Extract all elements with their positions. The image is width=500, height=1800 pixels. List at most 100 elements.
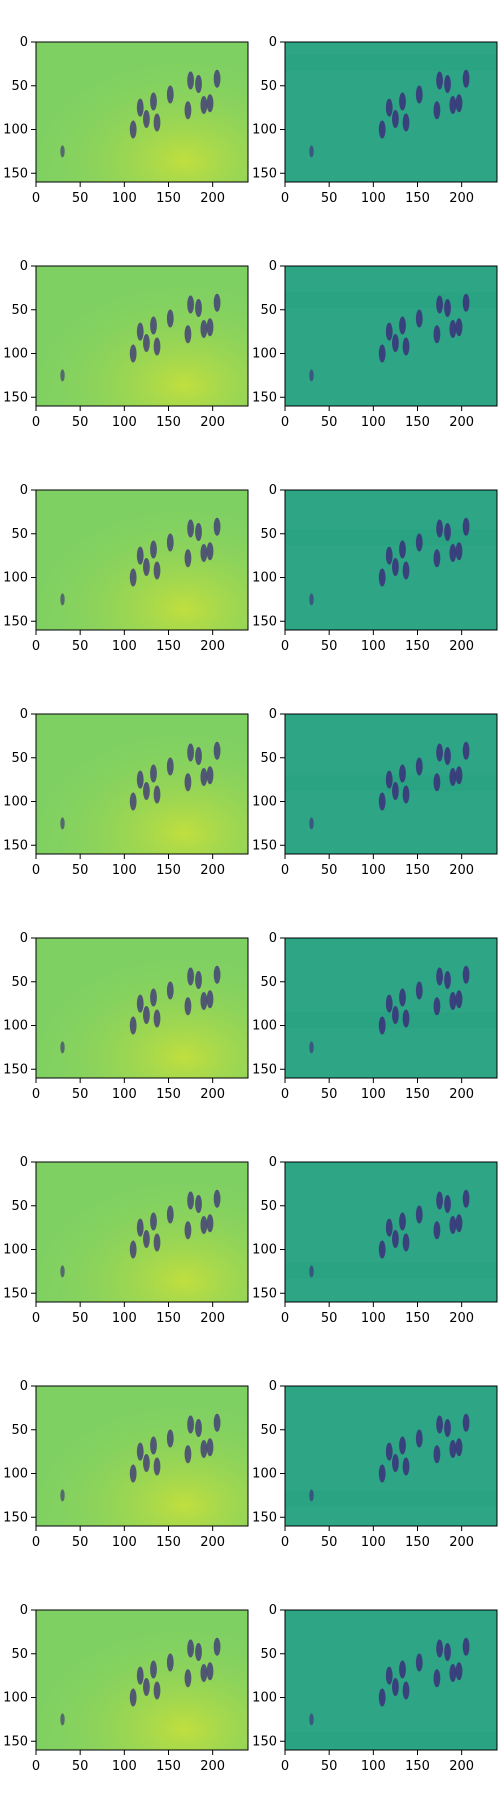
- x-tick-label: 100: [361, 863, 386, 878]
- x-tick-label: 200: [200, 1311, 225, 1326]
- data-mark: [213, 69, 221, 88]
- data-mark: [455, 1438, 463, 1457]
- data-mark: [195, 1195, 202, 1213]
- data-mark: [166, 981, 174, 1000]
- x-tick-label: 50: [72, 863, 89, 878]
- x-tick-label: 100: [112, 639, 137, 654]
- data-mark: [187, 1191, 194, 1210]
- data-mark: [136, 1218, 144, 1237]
- data-mark: [378, 1688, 386, 1707]
- y-tick-label: 50: [260, 1647, 277, 1662]
- axes-frame: [284, 1385, 498, 1527]
- x-tick-label: 0: [32, 191, 40, 206]
- data-mark: [150, 1212, 157, 1231]
- data-mark: [166, 85, 174, 104]
- data-mark: [378, 568, 386, 587]
- x-tick-label: 0: [32, 415, 40, 430]
- y-tick-label: 0: [269, 707, 277, 722]
- data-mark: [444, 1419, 451, 1437]
- x-tick-label: 100: [361, 191, 386, 206]
- data-mark: [378, 792, 386, 811]
- panel-r3-c1: 0 50 100 150 200 0 50 100 150: [3, 483, 249, 654]
- data-mark: [143, 334, 150, 352]
- x-tick-label: 200: [449, 639, 474, 654]
- axes-frame: [35, 937, 249, 1079]
- panel-r4-c1: 0 50 100 150 200 0 50 100 150: [3, 707, 249, 878]
- data-mark: [60, 145, 65, 158]
- data-mark: [449, 320, 457, 338]
- y-tick-label: 150: [252, 614, 277, 629]
- x-tick-label: 150: [156, 639, 181, 654]
- y-tick-label: 50: [260, 1199, 277, 1214]
- data-mark: [166, 1205, 174, 1224]
- heatmap-band: [285, 1732, 497, 1749]
- x-tick-label: 100: [112, 415, 137, 430]
- data-mark: [143, 1454, 150, 1472]
- y-tick-label: 0: [20, 35, 28, 50]
- data-mark: [402, 113, 410, 132]
- data-mark: [399, 764, 406, 783]
- data-mark: [385, 1666, 393, 1685]
- axes-frame: [284, 1609, 498, 1751]
- data-mark: [455, 1214, 463, 1233]
- axes-frame: [284, 713, 498, 855]
- data-mark: [187, 519, 194, 538]
- data-mark: [402, 561, 410, 580]
- data-mark: [143, 110, 150, 128]
- y-tick-label: 0: [269, 1155, 277, 1170]
- panel-r6-c1: 0 50 100 150 200 0 50 100 150: [3, 1155, 249, 1326]
- x-tick-label: 0: [281, 863, 289, 878]
- data-mark: [449, 1664, 457, 1682]
- y-tick-label: 150: [252, 166, 277, 181]
- data-mark: [385, 770, 393, 789]
- data-mark: [129, 1688, 137, 1707]
- data-mark: [129, 568, 137, 587]
- heatmap-band: [285, 1491, 497, 1507]
- data-mark: [195, 1419, 202, 1437]
- data-mark: [200, 1440, 208, 1458]
- panel-r5-c1: 0 50 100 150 200 0 50 100 150: [3, 931, 249, 1102]
- data-mark: [184, 325, 192, 344]
- data-mark: [60, 593, 65, 606]
- x-tick-label: 50: [321, 1087, 338, 1102]
- x-tick-label: 100: [112, 1087, 137, 1102]
- data-mark: [462, 965, 470, 984]
- x-tick-label: 50: [321, 415, 338, 430]
- data-mark: [136, 322, 144, 341]
- y-tick-label: 150: [3, 614, 28, 629]
- y-tick-label: 50: [11, 79, 28, 94]
- axes-frame: [284, 265, 498, 407]
- x-tick-label: 100: [361, 639, 386, 654]
- data-mark: [200, 768, 208, 786]
- x-tick-label: 150: [156, 191, 181, 206]
- y-tick-label: 0: [269, 483, 277, 498]
- x-tick-label: 50: [321, 1759, 338, 1774]
- y-tick-label: 150: [3, 390, 28, 405]
- data-mark: [444, 299, 451, 317]
- data-mark: [184, 1669, 192, 1688]
- x-tick-label: 50: [72, 1535, 89, 1550]
- x-tick-label: 100: [361, 415, 386, 430]
- data-mark: [462, 1413, 470, 1432]
- data-mark: [206, 1662, 214, 1681]
- data-mark: [153, 1681, 161, 1700]
- x-tick-label: 100: [112, 863, 137, 878]
- data-mark: [136, 1666, 144, 1685]
- data-mark: [462, 517, 470, 536]
- x-tick-label: 200: [200, 1535, 225, 1550]
- data-mark: [415, 757, 423, 776]
- x-tick-label: 200: [200, 415, 225, 430]
- x-tick-label: 0: [281, 1087, 289, 1102]
- data-mark: [433, 1221, 441, 1240]
- data-mark: [206, 1214, 214, 1233]
- data-mark: [309, 145, 314, 158]
- y-tick-label: 100: [252, 123, 277, 138]
- data-mark: [309, 1265, 314, 1278]
- data-mark: [385, 322, 393, 341]
- x-tick-label: 50: [321, 1535, 338, 1550]
- data-mark: [153, 337, 161, 356]
- data-mark: [399, 1660, 406, 1679]
- data-mark: [385, 546, 393, 565]
- data-mark: [309, 593, 314, 606]
- data-mark: [378, 344, 386, 363]
